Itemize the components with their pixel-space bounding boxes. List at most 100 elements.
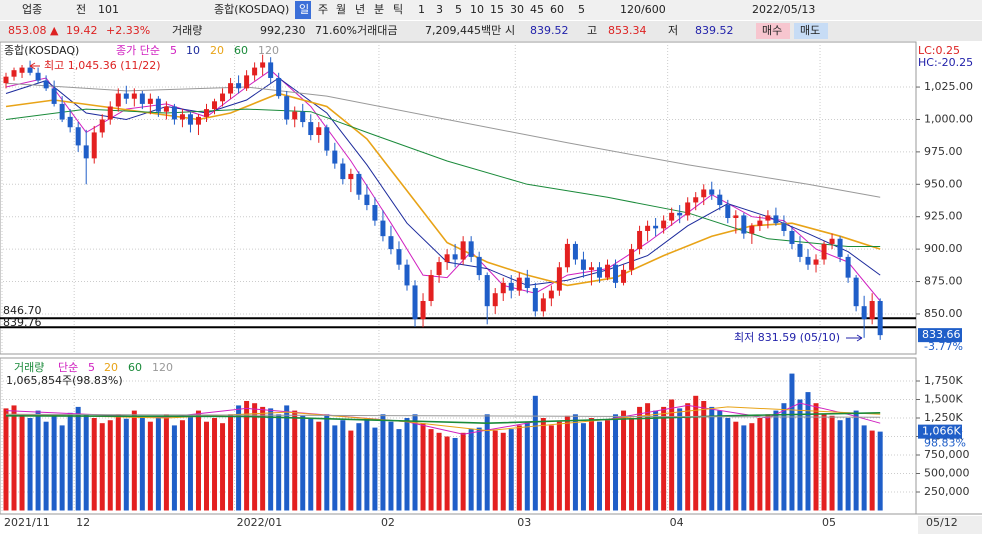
volume-bar bbox=[11, 405, 17, 511]
toolbar-item[interactable]: 업종 bbox=[22, 3, 42, 16]
y-tick-label: 850.00 bbox=[924, 307, 963, 320]
volume-bar bbox=[572, 414, 578, 511]
volume-bar bbox=[27, 418, 33, 511]
sell-button[interactable] bbox=[794, 23, 828, 39]
toolbar-item[interactable]: 종합(KOSDAQ) bbox=[214, 3, 289, 16]
candle-body bbox=[147, 98, 153, 104]
y-tick-label: 250,000 bbox=[924, 485, 970, 498]
candle-body bbox=[629, 249, 635, 270]
volume-bar bbox=[428, 429, 434, 511]
candle-body bbox=[645, 225, 651, 231]
volume-bar bbox=[484, 414, 490, 511]
low-arrow bbox=[846, 334, 863, 342]
ma-line bbox=[5, 82, 881, 198]
toolbar-item[interactable]: 주 bbox=[318, 3, 328, 16]
volume-bar bbox=[131, 410, 137, 511]
candle-body bbox=[284, 96, 290, 120]
candle-body bbox=[845, 256, 851, 278]
info-item: 853.08 ▲ bbox=[8, 24, 59, 37]
volume-bar bbox=[244, 400, 250, 511]
candle-body bbox=[613, 264, 619, 283]
toolbar-item[interactable]: 30 bbox=[510, 3, 524, 16]
candle-body bbox=[404, 264, 410, 286]
volume-bar bbox=[685, 403, 691, 511]
volume-bar bbox=[596, 421, 602, 511]
buy-button[interactable] bbox=[756, 23, 790, 39]
candle-body bbox=[436, 262, 442, 276]
volume-bar bbox=[468, 429, 474, 511]
candle-body bbox=[596, 267, 602, 278]
x-tick-label: 2022/01 bbox=[237, 516, 283, 529]
candle-body bbox=[316, 127, 322, 136]
toolbar-item[interactable]: 3 bbox=[436, 3, 443, 16]
toolbar-item[interactable]: 45 bbox=[530, 3, 544, 16]
toolbar-item[interactable]: 10 bbox=[470, 3, 484, 16]
candle-body bbox=[685, 202, 691, 216]
ma-line bbox=[5, 69, 881, 302]
volume-bar bbox=[725, 418, 731, 511]
info-item[interactable]: 매수 bbox=[762, 24, 782, 37]
legend-entry: 20 bbox=[104, 361, 118, 374]
toolbar-item[interactable]: 101 bbox=[98, 3, 119, 16]
info-item: 71.60% bbox=[315, 24, 357, 37]
info-item: 저 bbox=[668, 24, 678, 37]
volume-panel bbox=[0, 357, 917, 515]
x-tick-label: 04 bbox=[670, 516, 684, 529]
candle-body bbox=[340, 163, 346, 180]
volume-bar bbox=[420, 423, 426, 511]
toolbar-item[interactable]: 일 bbox=[299, 2, 309, 16]
volume-bar bbox=[508, 429, 514, 511]
info-bar bbox=[0, 21, 982, 41]
candle-body bbox=[171, 106, 177, 120]
legend-title: 종합(KOSDAQ) bbox=[4, 44, 79, 57]
candle-body bbox=[356, 173, 362, 195]
candle-body bbox=[701, 189, 707, 198]
candle-body bbox=[252, 67, 258, 76]
volume-bar bbox=[187, 415, 193, 511]
info-item[interactable]: 매도 bbox=[800, 24, 820, 37]
toolbar-item[interactable]: 월 bbox=[336, 3, 346, 16]
volume-bar bbox=[444, 436, 450, 511]
candle-body bbox=[821, 243, 827, 260]
volume-bar bbox=[179, 420, 185, 511]
candle-body bbox=[484, 275, 490, 307]
toolbar-item[interactable]: 120/600 bbox=[620, 3, 666, 16]
volume-bar bbox=[540, 418, 546, 511]
candle-body bbox=[19, 67, 25, 73]
info-item: 거래량 bbox=[172, 24, 202, 37]
volume-bar bbox=[861, 425, 867, 511]
cursor-date: 05/12 bbox=[926, 516, 958, 529]
volume-bar bbox=[805, 392, 811, 511]
toolbar-item[interactable]: 60 bbox=[550, 3, 564, 16]
toolbar-item[interactable]: 2022/05/13 bbox=[752, 3, 815, 16]
volume-bar bbox=[789, 373, 795, 511]
toolbar-item[interactable]: 년 bbox=[355, 3, 365, 16]
candle-body bbox=[853, 277, 859, 307]
candle-body bbox=[797, 243, 803, 257]
candle-body bbox=[364, 194, 370, 206]
toolbar-item[interactable]: 분 bbox=[374, 3, 384, 16]
volume-bar bbox=[115, 414, 121, 511]
volume-bar bbox=[276, 414, 282, 511]
volume-bar bbox=[821, 414, 827, 511]
toolbar-item[interactable]: 5 bbox=[455, 3, 462, 16]
volume-bar bbox=[139, 415, 145, 511]
y-tick-label: 875.00 bbox=[924, 275, 963, 288]
toolbar-item[interactable]: 전 bbox=[76, 3, 86, 16]
volume-bar bbox=[324, 414, 330, 511]
toolbar-item[interactable]: 15 bbox=[490, 3, 504, 16]
candle-body bbox=[115, 93, 121, 107]
candle-body bbox=[260, 62, 266, 68]
toolbar-item[interactable]: 5 bbox=[578, 3, 585, 16]
toolbar-item[interactable]: 1 bbox=[418, 3, 425, 16]
toolbar-item[interactable]: 틱 bbox=[393, 3, 403, 16]
candle-body bbox=[524, 277, 530, 289]
last-volume: 1,066K bbox=[922, 425, 961, 438]
candle-body bbox=[516, 277, 522, 291]
y-tick-label: 750,000 bbox=[924, 448, 970, 461]
volume-bar bbox=[348, 430, 354, 511]
volume-bar bbox=[853, 410, 859, 511]
candle-body bbox=[396, 249, 402, 265]
volume-bar bbox=[476, 427, 482, 511]
